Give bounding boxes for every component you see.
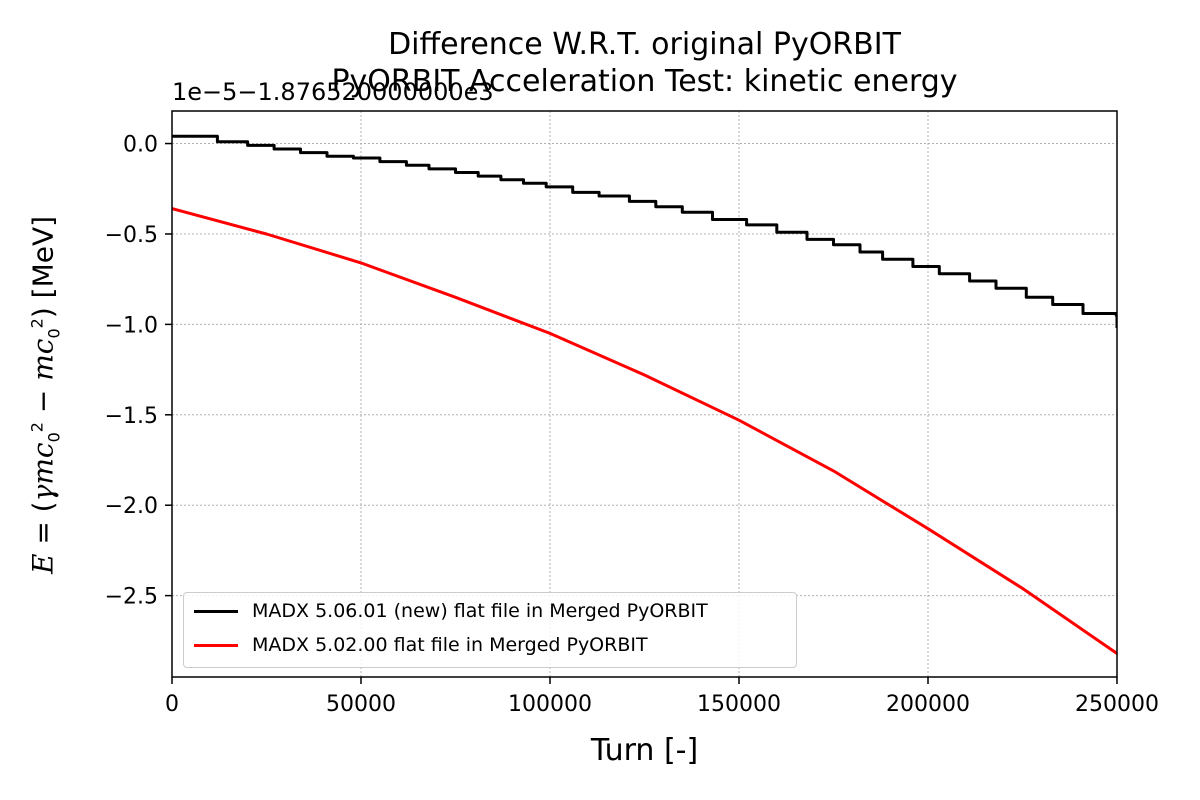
- y-tick-label: −2.0: [105, 494, 158, 519]
- x-tick-label: 200000: [886, 692, 970, 717]
- legend-label-new: MADX 5.06.01 (new) flat file in Merged P…: [252, 600, 708, 622]
- x-tick-label: 100000: [508, 692, 592, 717]
- legend-swatch-old: [194, 643, 238, 647]
- x-tick-label: 50000: [326, 692, 396, 717]
- x-tick-label: 250000: [1075, 692, 1159, 717]
- chart-subtitle: PyORBIT Acceleration Test: kinetic energ…: [331, 64, 958, 99]
- y-tick-label: −2.5: [105, 585, 158, 610]
- chart-title: Difference W.R.T. original PyORBIT: [388, 27, 901, 62]
- legend-item-new: MADX 5.06.01 (new) flat file in Merged P…: [194, 599, 708, 623]
- y-axis-offset-text: 1e−5−1.876520000000e3: [172, 78, 494, 106]
- legend-swatch-new: [194, 609, 238, 613]
- legend-item-old: MADX 5.02.00 flat file in Merged PyORBIT: [194, 633, 648, 657]
- legend-label-old: MADX 5.02.00 flat file in Merged PyORBIT: [252, 634, 648, 656]
- series-layer: [172, 134, 1117, 655]
- y-axis-label: E = (γmc02 − mc02) [MeV]: [26, 215, 64, 575]
- series-line-1: [172, 207, 1117, 655]
- x-tick-label: 0: [165, 692, 179, 717]
- plot-frame: [171, 110, 1118, 678]
- y-tick-label: −0.5: [105, 223, 158, 248]
- y-tick-label: 0.0: [123, 133, 158, 158]
- x-tick-label: 150000: [697, 692, 781, 717]
- legend: MADX 5.06.01 (new) flat file in Merged P…: [183, 592, 797, 668]
- axis-ticks: 0 50000 100000 150000 200000 250000 0.0 −0.5 −1.…: [105, 133, 1159, 717]
- y-tick-label: −1.0: [105, 313, 158, 338]
- x-axis-label: Turn [-]: [590, 733, 699, 768]
- series-line-0: [172, 134, 1117, 328]
- y-tick-label: −1.5: [105, 404, 158, 429]
